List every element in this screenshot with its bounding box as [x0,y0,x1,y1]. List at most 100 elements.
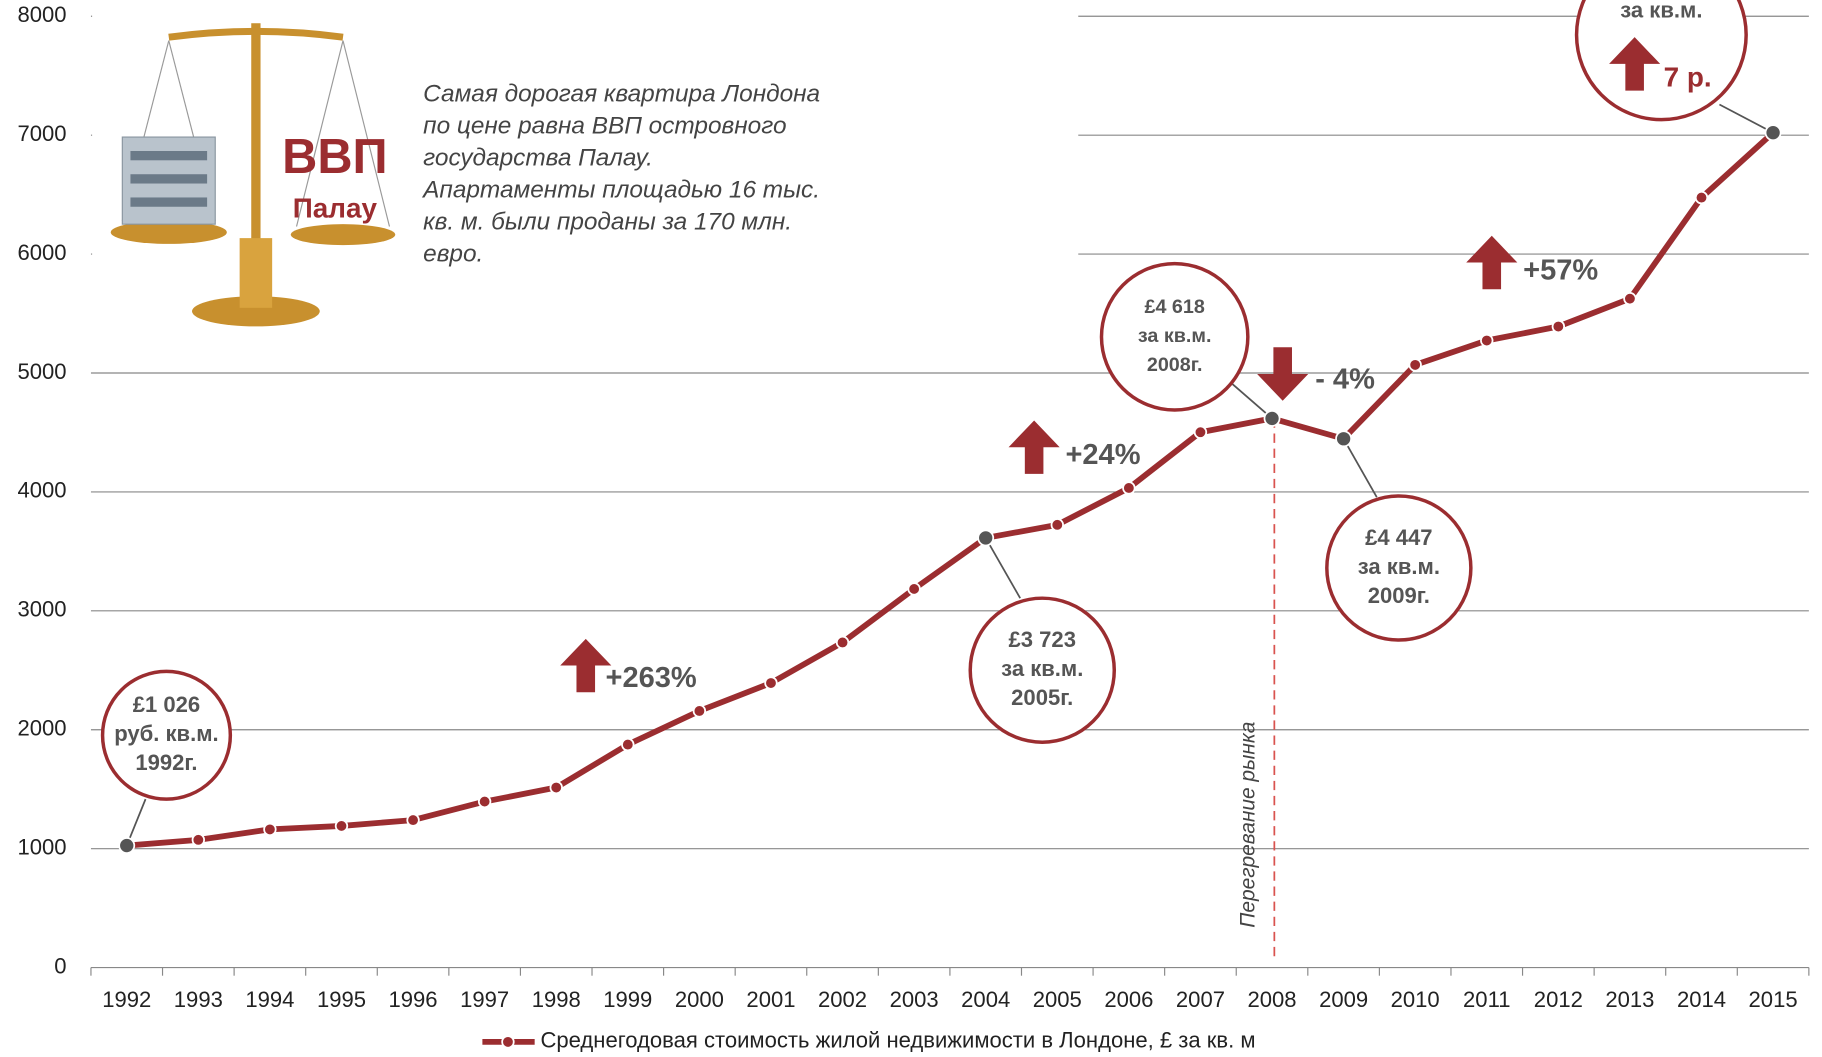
x-tick-label: 1993 [174,987,223,1012]
x-tick-label: 1994 [245,987,294,1012]
callout-connector [1719,103,1774,134]
x-tick-label: 2015 [1749,987,1798,1012]
data-point [977,529,995,547]
data-point [1122,481,1136,495]
callout-circle [1574,0,1748,122]
x-tick-label: 2006 [1104,987,1153,1012]
change-label: +57% [1523,254,1598,286]
change-label: - 4% [1315,364,1375,396]
change-label: +263% [606,662,697,694]
callout-text: £1 026 [133,692,200,717]
y-tick-label: 2000 [18,716,67,741]
callout-text: руб. кв.м. [114,721,218,746]
callout-text: за кв.м. [1358,554,1440,579]
data-point [1263,410,1281,427]
data-point [764,676,778,690]
data-point [1623,291,1637,306]
note: Самая дорогая квартира Лондона по цене ра… [421,81,820,268]
data-point [621,737,635,752]
data-point [191,833,206,847]
marker-line-label: Перегревание рынка [1236,722,1259,928]
legend-marker [501,1035,515,1049]
badge-text: ВВП [282,130,387,184]
callout-text: за кв.м. [1620,0,1702,22]
data-point [334,819,349,833]
y-tick-label: 6000 [18,240,67,265]
data-point [907,582,921,596]
callout-circle [1325,494,1473,642]
x-tick-label: 2005 [1033,987,1082,1012]
data-point [692,704,707,718]
data-point [406,813,420,827]
data-point [263,822,277,837]
note-line: государства Палау. [423,145,653,172]
x-tick-label: 2007 [1176,987,1225,1012]
callout-circle [1099,261,1250,412]
change-arrow [1609,37,1661,91]
y-tick-label: 5000 [18,359,67,384]
series-line [126,130,1776,849]
x-tick-label: 2001 [746,987,795,1012]
callout-text: £3 723 [1009,627,1076,652]
data-point [1764,124,1782,142]
callout-connector [1231,382,1273,420]
x-tick-label: 1996 [389,987,438,1012]
y-tick-label: 4000 [18,478,67,503]
note-line: евро. [423,240,483,267]
y-tick-label: 7000 [18,121,67,146]
x-tick-label: 2011 [1463,987,1510,1012]
y-tick-label: 8000 [18,2,67,27]
y-tick-label: 3000 [18,597,67,622]
x-tick-label: 1997 [460,987,509,1012]
data-point [1050,518,1064,532]
x-tick-label: 2000 [675,987,724,1012]
badge-text: Палау [293,193,378,224]
data-point [1551,319,1566,334]
y-tick-label: 1000 [18,834,67,859]
callout-connector [984,537,1021,599]
y-tick-label: 0 [54,953,66,978]
callout-text: 1992г. [135,750,197,775]
x-tick-label: 2012 [1534,987,1583,1012]
data-point [1335,430,1353,448]
change-arrow [1008,420,1060,474]
data-point [118,837,136,854]
data-point [1408,358,1422,372]
data-point [835,635,850,650]
note-line: кв. м. были проданы за 170 млн. [423,208,792,235]
x-tick-label: 2014 [1677,987,1726,1012]
callout-text: 2008г. [1147,354,1203,376]
callout-circle [100,669,233,801]
callout-text: £4 447 [1365,525,1432,550]
legend-label: Среднегодовая стоимость жилой недвижимос… [540,1028,1255,1053]
data-point [1193,425,1208,439]
change-arrow [1466,235,1518,290]
x-tick-label: 1998 [532,987,581,1012]
note-line: Апартаменты площадью 16 тыс. [421,177,820,204]
change-label: +24% [1065,439,1140,471]
x-tick-label: 2002 [818,987,867,1012]
data-point [1480,333,1494,348]
x-tick-label: 2003 [890,987,939,1012]
note-line: по цене равна ВВП островного [423,113,786,140]
change-label: 7 р. [1664,61,1712,92]
note-line: Самая дорогая квартира Лондона [423,81,820,108]
callout-text: за кв.м. [1001,656,1083,681]
scales-icon [110,23,396,327]
x-tick-label: 1992 [102,987,151,1012]
x-tick-label: 2013 [1605,987,1654,1012]
x-tick-label: 1995 [317,987,366,1012]
x-tick-label: 2008 [1247,987,1296,1012]
data-point [1694,190,1709,205]
x-tick-label: 2004 [961,987,1010,1012]
callout-text: 2005г. [1011,685,1073,710]
callout-connector [1342,438,1378,498]
x-tick-label: 2010 [1391,987,1440,1012]
x-tick-label: 2009 [1319,987,1368,1012]
callout-text: за кв.м. [1138,325,1212,347]
callout-circle [968,596,1117,744]
data-point [477,794,492,809]
x-tick-label: 1999 [603,987,652,1012]
change-arrow [560,638,612,693]
